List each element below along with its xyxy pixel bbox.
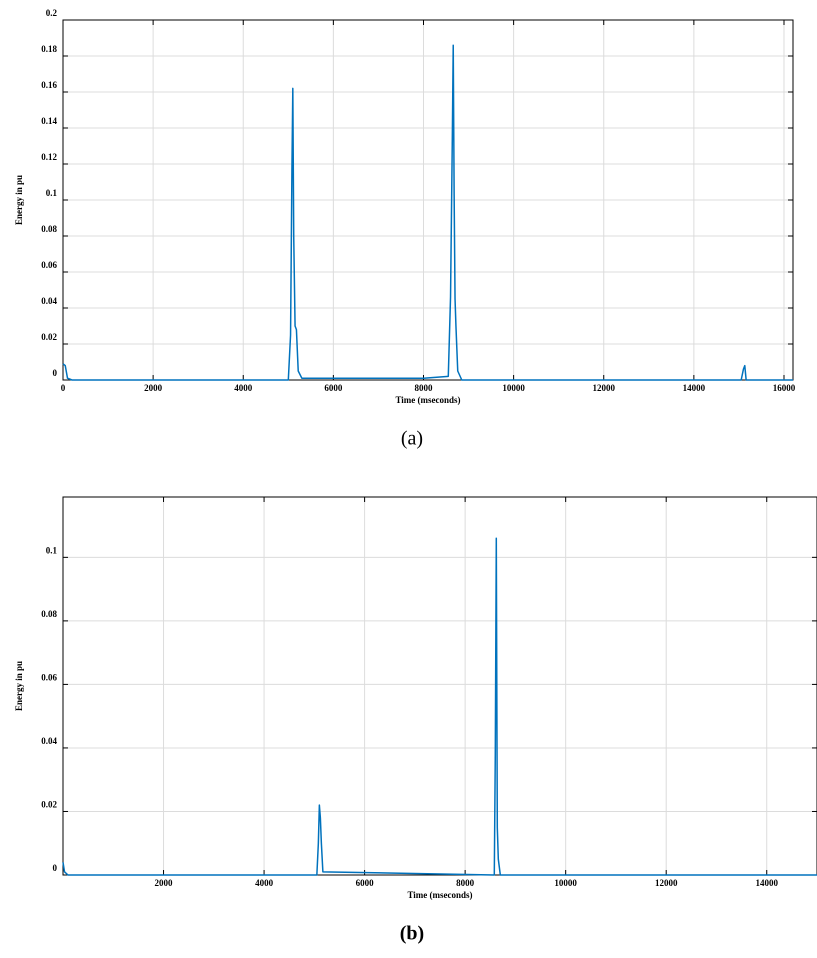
data-line (62, 44, 793, 381)
x-tick-label: 2000 (155, 878, 174, 888)
y-tick-label: 0.06 (41, 672, 57, 682)
y-tick-label: 0.08 (41, 224, 57, 234)
x-tick-label: 10000 (502, 383, 525, 393)
x-tick-label: 4000 (255, 878, 274, 888)
caption: (a) (401, 428, 423, 450)
x-axis-label: Time (mseconds) (407, 890, 472, 900)
y-tick-label: 0.18 (41, 44, 57, 54)
y-tick-label: 0.04 (41, 736, 57, 746)
x-tick-label: 6000 (356, 878, 375, 888)
caption: (b) (400, 923, 424, 945)
y-tick-label: 0.12 (41, 152, 57, 162)
x-tick-label: 2000 (144, 383, 163, 393)
x-tick-label: 12000 (655, 878, 678, 888)
y-tick-label: 0.1 (46, 188, 58, 198)
x-tick-label: 4000 (234, 383, 253, 393)
x-tick-label: 14000 (683, 383, 706, 393)
y-tick-label: 0.1 (46, 545, 58, 555)
y-tick-label: 0.02 (41, 800, 57, 810)
data-line (62, 537, 817, 876)
y-tick-label: 0.06 (41, 260, 57, 270)
y-tick-label: 0 (53, 863, 58, 873)
x-tick-label: 14000 (755, 878, 778, 888)
x-tick-label: 8000 (456, 878, 475, 888)
y-tick-label: 0.2 (46, 8, 58, 18)
x-tick-label: 10000 (554, 878, 577, 888)
y-tick-label: 0.14 (41, 116, 57, 126)
y-tick-label: 0.02 (41, 332, 57, 342)
x-tick-label: 16000 (773, 383, 796, 393)
x-tick-label: 6000 (324, 383, 343, 393)
y-tick-label: 0 (53, 368, 58, 378)
x-tick-label: 8000 (414, 383, 433, 393)
x-tick-label: 0 (61, 383, 66, 393)
y-tick-label: 0.04 (41, 296, 57, 306)
y-tick-label: 0.08 (41, 609, 57, 619)
y-tick-label: 0.16 (41, 80, 57, 90)
plot-frame (62, 496, 817, 876)
x-tick-label: 12000 (592, 383, 615, 393)
x-axis-label: Time (mseconds) (395, 395, 460, 405)
y-axis-label: Energy in pu (14, 175, 24, 225)
plot-frame (62, 19, 794, 381)
y-axis-label: Energy in pu (14, 661, 24, 711)
